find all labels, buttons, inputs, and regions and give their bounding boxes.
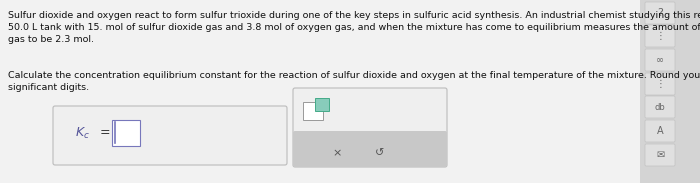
Bar <box>640 0 700 183</box>
Text: ?: ? <box>657 8 663 18</box>
Text: $\mathit{K}_c$: $\mathit{K}_c$ <box>75 126 90 141</box>
FancyBboxPatch shape <box>645 96 675 118</box>
Text: ⋮: ⋮ <box>655 31 665 41</box>
FancyBboxPatch shape <box>645 25 675 47</box>
Bar <box>303 102 323 120</box>
FancyBboxPatch shape <box>645 144 675 166</box>
Bar <box>296 133 444 155</box>
Text: ⋮: ⋮ <box>655 79 665 89</box>
Text: Calculate the concentration equilibrium constant for the reaction of sulfur diox: Calculate the concentration equilibrium … <box>8 71 700 92</box>
FancyBboxPatch shape <box>645 73 675 95</box>
Text: ×: × <box>332 148 342 158</box>
FancyBboxPatch shape <box>645 2 675 24</box>
Text: ∞: ∞ <box>656 55 664 65</box>
FancyBboxPatch shape <box>645 49 675 71</box>
Text: =: = <box>100 126 111 139</box>
Text: A: A <box>657 126 664 136</box>
Text: ✉: ✉ <box>656 150 664 160</box>
Text: db: db <box>654 102 666 111</box>
FancyBboxPatch shape <box>645 120 675 142</box>
Text: ↺: ↺ <box>375 148 385 158</box>
Text: Sulfur dioxide and oxygen react to form sulfur trioxide during one of the key st: Sulfur dioxide and oxygen react to form … <box>8 11 700 44</box>
FancyBboxPatch shape <box>293 131 447 167</box>
Bar <box>297 137 443 165</box>
Bar <box>315 98 329 111</box>
Bar <box>112 120 140 146</box>
FancyBboxPatch shape <box>293 88 447 167</box>
FancyBboxPatch shape <box>53 106 287 165</box>
